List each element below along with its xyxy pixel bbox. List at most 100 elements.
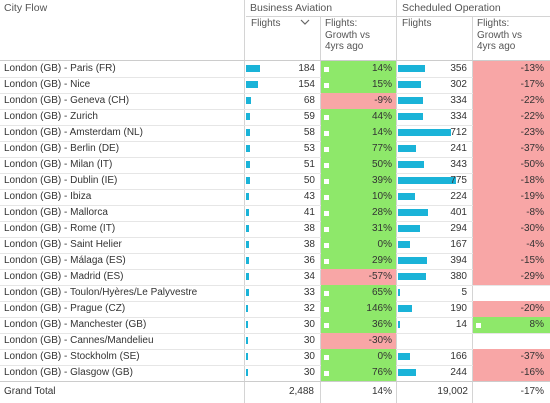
so-flights-value: 334 bbox=[450, 111, 467, 122]
growth-marker bbox=[324, 67, 329, 72]
business-aviation-header[interactable]: Business Aviation bbox=[246, 0, 400, 17]
ba-flights-value: 34 bbox=[303, 271, 315, 282]
so-flights-value: 394 bbox=[450, 255, 467, 266]
growth-marker bbox=[324, 355, 329, 360]
so-flights-bar bbox=[398, 257, 427, 264]
ba-flights-cell: 36 bbox=[245, 253, 320, 269]
city-flow-header[interactable]: City Flow bbox=[4, 2, 48, 14]
so-growth-total: -17% bbox=[520, 386, 544, 397]
ba-growth-cell: 31% bbox=[321, 221, 396, 237]
ba-flights-bar bbox=[246, 161, 250, 168]
ba-growth-value: 14% bbox=[371, 127, 392, 138]
so-flights-cell: 14 bbox=[397, 317, 472, 333]
so-growth-header[interactable]: Flights: Growth vs 4yrs ago bbox=[477, 18, 522, 53]
ba-flights-value: 41 bbox=[303, 207, 315, 218]
so-flights-header[interactable]: Flights bbox=[402, 18, 432, 29]
ba-flights-value: 58 bbox=[303, 127, 315, 138]
table-row[interactable]: London (GB) - Ibiza 43 10% 224 -19% bbox=[0, 189, 550, 206]
so-growth-cell: -29% bbox=[473, 269, 550, 285]
table-row[interactable]: London (GB) - Milan (IT) 51 50% 343 -50% bbox=[0, 157, 550, 174]
table-row[interactable]: London (GB) - Dublin (IE) 50 39% 775 -18% bbox=[0, 173, 550, 190]
table-row[interactable]: London (GB) - Nice 154 15% 302 -17% bbox=[0, 77, 550, 94]
so-growth-value: -29% bbox=[520, 271, 544, 282]
table-row[interactable]: London (GB) - Cannes/Mandelieu 30 -30% bbox=[0, 333, 550, 350]
so-flights-cell: 394 bbox=[397, 253, 472, 269]
ba-flights-value: 30 bbox=[303, 335, 315, 346]
ba-flights-bar bbox=[246, 113, 250, 120]
ba-growth-total: 14% bbox=[371, 386, 392, 397]
table-row[interactable]: London (GB) - Berlin (DE) 53 77% 241 -37% bbox=[0, 141, 550, 158]
ba-flights-value: 38 bbox=[303, 239, 315, 250]
growth-marker bbox=[476, 323, 481, 328]
table-row[interactable]: London (GB) - Málaga (ES) 36 29% 394 -15% bbox=[0, 253, 550, 270]
ba-flights-cell: 33 bbox=[245, 285, 320, 301]
city-flow-cell: London (GB) - Madrid (ES) bbox=[4, 271, 124, 282]
growth-line-3: 4yrs ago bbox=[325, 41, 364, 52]
so-flights-cell: 775 bbox=[397, 173, 472, 189]
ba-flights-cell: 38 bbox=[245, 221, 320, 237]
table-row[interactable]: London (GB) - Paris (FR) 184 14% 356 -13% bbox=[0, 61, 550, 78]
ba-growth-value: 77% bbox=[371, 143, 392, 154]
table-header: City Flow Business Aviation Scheduled Op… bbox=[0, 0, 550, 62]
so-flights-total: 19,002 bbox=[437, 386, 468, 397]
so-growth-value: -18% bbox=[520, 175, 544, 186]
table-row[interactable]: London (GB) - Toulon/Hyères/Le Palyvestr… bbox=[0, 285, 550, 302]
so-flights-cell: 712 bbox=[397, 125, 472, 141]
column-divider bbox=[396, 0, 397, 403]
so-flights-value: 775 bbox=[450, 175, 467, 186]
so-flights-value: 241 bbox=[450, 143, 467, 154]
ba-growth-value: 76% bbox=[371, 367, 392, 378]
ba-growth-cell: -30% bbox=[321, 333, 396, 349]
so-flights-bar bbox=[398, 305, 412, 312]
ba-flights-bar bbox=[246, 193, 249, 200]
so-growth-value: -13% bbox=[520, 63, 544, 74]
ba-growth-value: 28% bbox=[371, 207, 392, 218]
so-growth-value: -37% bbox=[520, 351, 544, 362]
ba-growth-value: -9% bbox=[374, 95, 392, 106]
so-flights-cell: 294 bbox=[397, 221, 472, 237]
ba-growth-cell: 77% bbox=[321, 141, 396, 157]
city-flow-cell: London (GB) - Stockholm (SE) bbox=[4, 351, 140, 362]
table-row[interactable]: London (GB) - Stockholm (SE) 30 0% 166 -37% bbox=[0, 349, 550, 366]
ba-flights-header[interactable]: Flights bbox=[251, 18, 281, 29]
so-flights-value: 343 bbox=[450, 159, 467, 170]
so-flights-bar bbox=[398, 193, 415, 200]
ba-growth-value: 31% bbox=[371, 223, 392, 234]
so-growth-value: -17% bbox=[520, 79, 544, 90]
table-row[interactable]: London (GB) - Geneva (CH) 68 -9% 334 -22% bbox=[0, 93, 550, 110]
ba-flights-bar bbox=[246, 65, 260, 72]
ba-growth-cell: 39% bbox=[321, 173, 396, 189]
so-growth-cell bbox=[473, 285, 550, 301]
ba-flights-cell: 30 bbox=[245, 349, 320, 365]
growth-line-3: 4yrs ago bbox=[477, 41, 516, 52]
growth-marker bbox=[324, 243, 329, 248]
ba-growth-value: 36% bbox=[371, 319, 392, 330]
ba-growth-header[interactable]: Flights: Growth vs 4yrs ago bbox=[325, 18, 370, 53]
table-row[interactable]: London (GB) - Madrid (ES) 34 -57% 380 -29% bbox=[0, 269, 550, 286]
ba-growth-value: -57% bbox=[368, 271, 392, 282]
table-row[interactable]: London (GB) - Manchester (GB) 30 36% 14 8% bbox=[0, 317, 550, 334]
table-row[interactable]: London (GB) - Prague (CZ) 32 146% 190 -20% bbox=[0, 301, 550, 318]
growth-line-2: Growth vs bbox=[325, 29, 371, 41]
scheduled-operation-header[interactable]: Scheduled Operation bbox=[398, 0, 550, 17]
table-row[interactable]: London (GB) - Zurich 59 44% 334 -22% bbox=[0, 109, 550, 126]
ba-flights-cell: 184 bbox=[245, 61, 320, 77]
so-flights-bar bbox=[398, 353, 410, 360]
so-flights-cell: 224 bbox=[397, 189, 472, 205]
ba-flights-value: 32 bbox=[303, 303, 315, 314]
growth-line-1: Flights: bbox=[477, 18, 510, 29]
ba-flights-value: 59 bbox=[303, 111, 315, 122]
table-row[interactable]: London (GB) - Rome (IT) 38 31% 294 -30% bbox=[0, 221, 550, 238]
ba-growth-value: 146% bbox=[366, 303, 392, 314]
table-row[interactable]: London (GB) - Glasgow (GB) 30 76% 244 -16% bbox=[0, 365, 550, 382]
so-flights-value: 167 bbox=[450, 239, 467, 250]
table-row[interactable]: London (GB) - Saint Helier 38 0% 167 -4% bbox=[0, 237, 550, 254]
table-row[interactable]: London (GB) - Mallorca 41 28% 401 -8% bbox=[0, 205, 550, 222]
so-growth-cell: -13% bbox=[473, 61, 550, 77]
ba-flights-cell: 30 bbox=[245, 317, 320, 333]
so-flights-value: 401 bbox=[450, 207, 467, 218]
so-flights-cell: 241 bbox=[397, 141, 472, 157]
table-row[interactable]: London (GB) - Amsterdam (NL) 58 14% 712 -23% bbox=[0, 125, 550, 142]
chevron-down-icon[interactable] bbox=[300, 18, 310, 28]
so-flights-value: 224 bbox=[450, 191, 467, 202]
